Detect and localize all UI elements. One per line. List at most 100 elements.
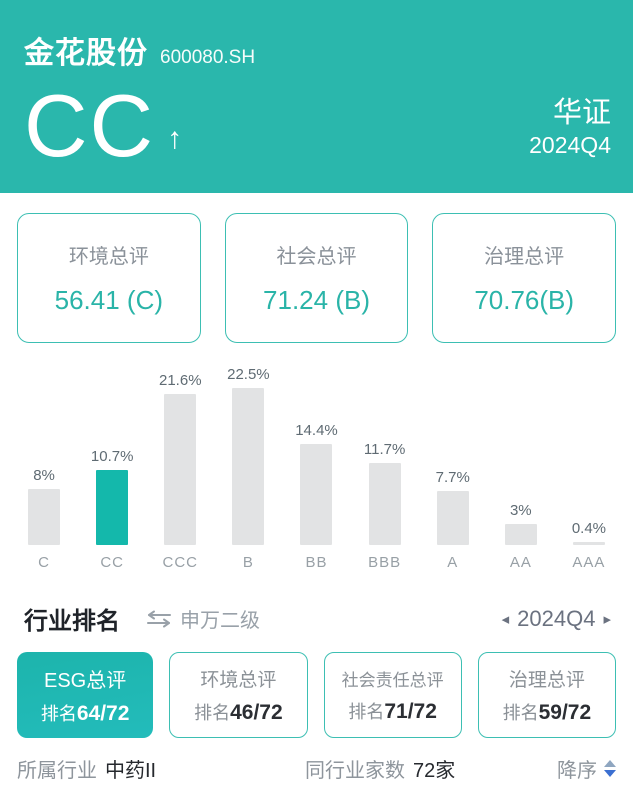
chart-column: 11.7% BBB [351, 359, 419, 571]
footer-row: 所属行业 中药II 同行业家数 72家 降序 [0, 754, 633, 783]
rank-prefix: 排名 [348, 702, 385, 722]
header-period: 2024Q4 [529, 132, 611, 158]
bar-value-label: 14.4% [295, 422, 338, 440]
rank-card-label: 治理总评 [508, 670, 585, 691]
rank-cards: ESG总评 排名64/72 环境总评 排名46/72 社会责任总评 排名71/72 治理总评… [0, 652, 633, 738]
provider-block: 华证 2024Q4 [529, 86, 611, 166]
sort-control[interactable]: 降序 [557, 754, 616, 783]
score-card-value: 71.24 (B) [263, 285, 370, 315]
bar-category-label: AA [509, 554, 532, 571]
rank-card-rank: 排名71/72 [348, 698, 437, 724]
bar-category-label: B [242, 554, 254, 571]
chart-column: 3% AA [487, 359, 555, 571]
sort-asc-triangle [604, 760, 616, 767]
chart-column: 10.7% CC [78, 359, 146, 571]
score-card: 环境总评 56.41 (C) [17, 213, 201, 343]
bar-category-label: A [447, 554, 459, 571]
bar-category-label: CC [100, 554, 124, 571]
bar-zone: 3% [487, 359, 555, 545]
bar [164, 393, 197, 545]
bar-category-label: BB [305, 554, 328, 571]
bar-zone: 10.7% [78, 359, 146, 545]
bar-zone: 11.7% [351, 359, 419, 545]
rank-card-rank: 排名59/72 [503, 699, 592, 725]
industry-info: 所属行业 中药II [17, 754, 156, 783]
score-card-label: 环境总评 [68, 246, 149, 268]
rank-prefix: 排名 [502, 703, 539, 723]
rank-card-rank: 排名64/72 [41, 700, 130, 726]
bar-value-label: 7.7% [435, 469, 470, 487]
score-card: 社会总评 71.24 (B) [224, 213, 409, 343]
chart-column: 14.4% BB [282, 359, 350, 571]
bar-value-label: 11.7% [363, 441, 406, 459]
header-title-row: 金花股份 600080.SH [24, 28, 611, 72]
bar-zone: 14.4% [282, 359, 350, 545]
bar [504, 524, 537, 545]
header-main: CC ↑ 华证 2024Q4 [24, 82, 611, 170]
rank-number: 46/72 [230, 701, 283, 724]
bar-zone: 22.5% [214, 359, 282, 545]
industry-ranking-row: 行业排名 申万二级 ◂ 2024Q4 ▸ [0, 601, 633, 636]
rank-card-label: ESG总评 [44, 670, 127, 692]
chart-column: 22.5% B [214, 359, 282, 572]
rank-number: 64/72 [76, 702, 130, 725]
score-cards: 环境总评 56.41 (C) 社会总评 71.24 (B) 治理总评 70.76(B) [0, 213, 633, 343]
bar-category-label: C [38, 554, 50, 571]
bar-value-label: 10.7% [90, 448, 134, 466]
classification-switch[interactable]: 申万二级 [146, 604, 260, 633]
sort-up-down-icon [604, 760, 616, 777]
score-card-value: 56.41 (C) [54, 285, 164, 315]
period-selector: ◂ 2024Q4 ▸ [502, 606, 611, 632]
esg-rating: CC ↑ [24, 82, 183, 170]
bar [572, 542, 605, 545]
chart-column: 7.7% A [419, 359, 487, 571]
next-period-icon[interactable]: ▸ [603, 610, 611, 628]
bar-value-label: 22.5% [227, 365, 270, 383]
rank-card[interactable]: 治理总评排名59/72 [477, 652, 616, 738]
rank-card-label: 社会责任总评 [341, 671, 444, 690]
provider-name: 华证 [552, 97, 611, 129]
arrow-up-icon: ↑ [167, 122, 183, 155]
score-card-value: 70.76(B) [474, 285, 575, 315]
swap-arrows-icon [146, 610, 172, 628]
peer-count-label: 同行业家数 [305, 760, 405, 782]
score-card-label: 社会总评 [276, 246, 357, 268]
bar [300, 444, 333, 545]
peer-count-value: 72家 [413, 760, 456, 782]
rank-prefix: 排名 [40, 704, 77, 724]
rank-card[interactable]: ESG总评排名64/72 [17, 652, 154, 738]
bar-category-label: CCC [162, 554, 199, 571]
chart-column: 21.6% CCC [146, 359, 214, 571]
bar-zone: 21.6% [146, 359, 214, 545]
rank-number: 59/72 [538, 701, 592, 724]
ticker-code: 600080.SH [160, 47, 256, 68]
period-label: 2024Q4 [517, 605, 596, 631]
bar [368, 463, 401, 545]
score-card-label: 治理总评 [484, 246, 565, 268]
bar-category-label: BBB [368, 554, 402, 571]
industry-value: 中药II [105, 760, 157, 782]
sort-label: 降序 [557, 760, 597, 782]
bar [28, 489, 61, 545]
bar-zone: 8% [10, 359, 78, 545]
rank-prefix: 排名 [194, 703, 231, 723]
bar-zone: 0.4% [555, 359, 623, 545]
chart-column: 8% C [10, 359, 78, 571]
chart-column: 0.4% AAA [555, 359, 623, 571]
rank-card[interactable]: 社会责任总评排名71/72 [323, 652, 462, 738]
bar-value-label: 3% [509, 502, 532, 519]
rank-card-rank: 排名46/72 [194, 699, 283, 725]
bar-value-label: 8% [33, 467, 55, 484]
classification-label: 申万二级 [180, 610, 260, 632]
rank-number: 71/72 [384, 700, 437, 723]
bar [232, 387, 265, 545]
prev-period-icon[interactable]: ◂ [501, 610, 510, 628]
rank-card-label: 环境总评 [200, 670, 277, 691]
bar-category-label: AAA [572, 554, 606, 571]
industry-label: 所属行业 [17, 760, 97, 782]
peer-count-info: 同行业家数 72家 [305, 754, 455, 783]
rank-card[interactable]: 环境总评排名46/72 [169, 652, 308, 738]
bar [96, 470, 129, 545]
header: 金花股份 600080.SH CC ↑ 华证 2024Q4 [0, 0, 633, 193]
bar-value-label: 21.6% [159, 371, 202, 389]
